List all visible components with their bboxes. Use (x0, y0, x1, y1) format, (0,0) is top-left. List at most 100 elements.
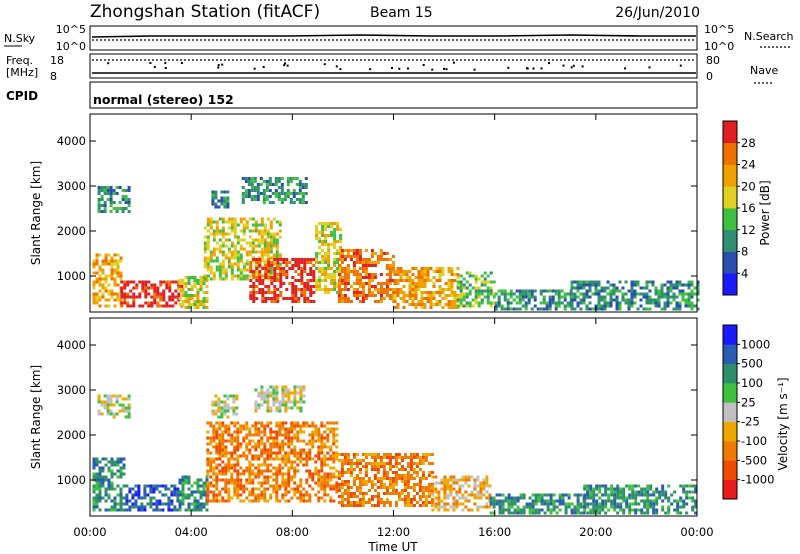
power-cell (370, 264, 374, 267)
velocity-cell (95, 499, 99, 503)
velocity-cell (128, 490, 132, 494)
velocity-cell (519, 493, 523, 497)
power-cell (217, 205, 221, 209)
power-cell (267, 291, 271, 294)
velocity-cell (537, 496, 541, 500)
power-cell (696, 289, 700, 293)
velocity-cell (281, 448, 285, 452)
power-cell (494, 301, 498, 305)
velocity-cell (254, 454, 258, 458)
velocity-cell (449, 505, 453, 509)
power-cell (582, 286, 586, 290)
velocity-cell (589, 487, 593, 491)
power-cell (233, 262, 237, 266)
velocity-cell (516, 508, 520, 512)
velocity-cell (340, 492, 344, 495)
power-cell (337, 285, 341, 288)
velocity-cell (236, 493, 240, 497)
velocity-cell (293, 469, 297, 473)
velocity-cell (343, 498, 347, 501)
power-cell (150, 295, 154, 299)
velocity-cell (227, 469, 231, 473)
power-cell (346, 279, 350, 282)
power-cell (489, 289, 493, 293)
velocity-cell (510, 511, 514, 515)
velocity-cell (212, 484, 216, 488)
velocity-cell (421, 471, 425, 474)
velocity-cell (343, 504, 347, 507)
power-cell (391, 270, 395, 273)
power-cell (116, 295, 120, 299)
velocity-cell (302, 448, 306, 452)
power-cell (333, 234, 337, 237)
velocity-cell (430, 462, 434, 465)
velocity-cell (473, 478, 477, 482)
power-cell (119, 259, 123, 263)
velocity-cell (346, 483, 350, 486)
velocity-cell (269, 451, 273, 455)
power-cell (324, 243, 328, 246)
power-cell (249, 261, 253, 264)
velocity-cell (143, 496, 147, 500)
power-colorbar-tick-label: 8 (741, 245, 748, 259)
velocity-cell (106, 397, 110, 401)
velocity-cell (604, 493, 608, 497)
velocity-cell (115, 400, 119, 404)
velocity-cell (589, 502, 593, 506)
power-cell (321, 240, 325, 243)
power-cell (506, 298, 510, 302)
power-cell (524, 301, 528, 305)
velocity-cell (516, 499, 520, 503)
power-cell (636, 307, 640, 311)
velocity-cell (346, 459, 350, 462)
power-cell (199, 303, 203, 306)
velocity-cell (212, 472, 216, 476)
velocity-cell (221, 436, 225, 440)
velocity-cell (464, 505, 468, 509)
velocity-cell (173, 484, 177, 488)
velocity-cell (137, 505, 141, 509)
velocity-cell (329, 496, 333, 500)
velocity-cell (236, 454, 240, 458)
power-cell (95, 292, 99, 296)
velocity-cell (155, 499, 159, 503)
velocity-colorbar-swatch (723, 344, 737, 364)
velocity-cell (275, 493, 279, 497)
velocity-cell (358, 501, 362, 504)
velocity-cell (364, 468, 368, 471)
power-cell (373, 294, 377, 297)
velocity-cell (293, 481, 297, 485)
power-cell (429, 294, 433, 297)
velocity-cell (224, 469, 228, 473)
power-cell (95, 301, 99, 305)
velocity-cell (305, 442, 309, 446)
power-cell (678, 289, 682, 293)
power-cell (252, 291, 256, 294)
velocity-cell (104, 493, 108, 497)
velocity-cell (510, 505, 514, 509)
power-cell (515, 307, 519, 311)
velocity-cell (489, 499, 493, 503)
power-cell (254, 250, 258, 254)
velocity-cell (412, 477, 416, 480)
power-cell (292, 201, 296, 204)
power-cell (597, 289, 601, 293)
power-cell (312, 273, 316, 276)
power-cell (184, 297, 188, 300)
power-cell (321, 273, 325, 276)
nave-point (540, 67, 543, 70)
velocity-cell (269, 457, 273, 461)
power-cell (262, 195, 266, 198)
velocity-cell (266, 391, 270, 395)
velocity-cell (101, 457, 105, 461)
power-cell (254, 229, 258, 233)
velocity-cell (332, 475, 336, 479)
velocity-cell (507, 505, 511, 509)
velocity-cell (421, 501, 425, 504)
power-cell (512, 307, 516, 311)
velocity-cell (104, 499, 108, 503)
velocity-cell (281, 403, 285, 407)
velocity-cell (260, 484, 264, 488)
power-cell (600, 307, 604, 311)
velocity-cell (242, 454, 246, 458)
